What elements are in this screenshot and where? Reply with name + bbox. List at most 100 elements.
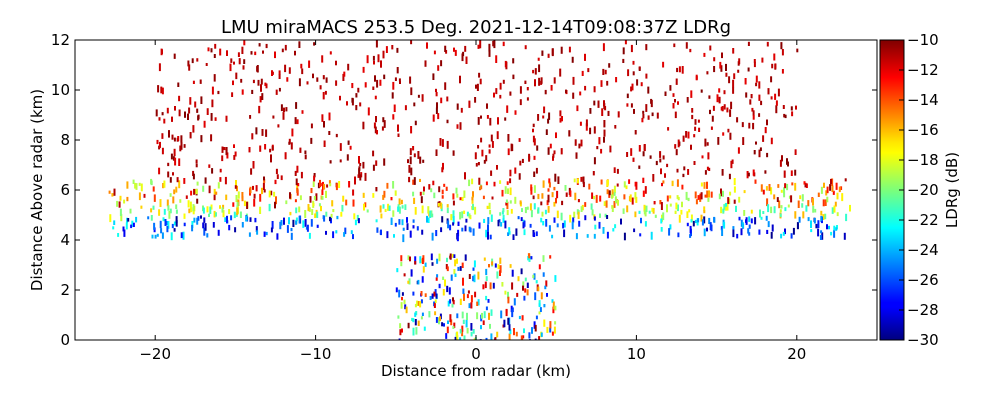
- ldr-pixel: [480, 115, 482, 119]
- ldr-pixel: [518, 138, 521, 142]
- ldr-pixel: [659, 158, 662, 163]
- ldr-pixel: [488, 144, 491, 148]
- ldr-pixel: [738, 216, 741, 221]
- ldr-pixel: [179, 145, 182, 152]
- ldr-pixel: [606, 215, 609, 219]
- ldr-pixel: [440, 97, 443, 104]
- ldr-pixel: [322, 92, 325, 100]
- ldr-pixel: [780, 189, 783, 193]
- ldr-pixel: [556, 223, 559, 228]
- ldr-pixel: [766, 198, 769, 207]
- ldr-pixel: [276, 233, 279, 240]
- ldr-pixel: [497, 117, 499, 125]
- ldr-pixel: [176, 177, 179, 183]
- ldr-pixel: [632, 157, 635, 162]
- ldr-pixel: [666, 195, 669, 202]
- ldr-pixel: [682, 135, 685, 142]
- ldr-pixel: [833, 205, 836, 213]
- ldr-pixel: [677, 204, 679, 212]
- ldr-pixel: [767, 88, 770, 95]
- ldr-pixel: [642, 177, 645, 183]
- ldr-pixel: [406, 223, 409, 230]
- ldr-pixel: [502, 208, 505, 213]
- ldr-pixel: [728, 76, 731, 84]
- ldr-pixel: [703, 52, 706, 57]
- ldr-pixel: [363, 203, 365, 211]
- ldr-pixel: [446, 207, 449, 214]
- ldr-pixel: [420, 316, 423, 320]
- ldr-pixel: [490, 134, 493, 142]
- ldr-pixel: [797, 200, 800, 208]
- ldr-pixel: [346, 101, 348, 106]
- ldr-pixel: [436, 258, 439, 264]
- ldr-pixel: [130, 224, 133, 229]
- ldr-pixel: [452, 216, 455, 224]
- ldr-pixel: [401, 328, 403, 333]
- ldr-pixel: [553, 150, 556, 155]
- ldr-pixel: [581, 70, 584, 76]
- ldr-pixel: [270, 227, 273, 233]
- ldr-pixel: [183, 178, 186, 184]
- ldr-pixel: [459, 266, 462, 271]
- ldr-pixel: [635, 181, 638, 190]
- ldr-pixel: [609, 145, 612, 153]
- ldr-pixel: [676, 195, 679, 199]
- ldr-pixel: [398, 206, 401, 214]
- ldr-pixel: [263, 176, 265, 181]
- ldr-pixel: [565, 89, 567, 94]
- ldr-pixel: [177, 82, 180, 87]
- ldr-pixel: [502, 41, 505, 47]
- ldr-pixel: [508, 227, 511, 233]
- ldr-pixel: [683, 166, 686, 171]
- ldr-pixel: [372, 193, 375, 198]
- ldr-pixel: [405, 306, 408, 314]
- ldr-pixel: [375, 219, 378, 223]
- ldr-pixel: [526, 289, 529, 296]
- ldr-pixel: [485, 295, 488, 301]
- ldr-pixel: [606, 231, 609, 239]
- ldr-pixel: [532, 128, 534, 133]
- ldr-pixel: [749, 99, 752, 105]
- ldr-pixel: [482, 320, 485, 325]
- ldr-pixel: [485, 229, 488, 238]
- ldr-pixel: [386, 182, 389, 189]
- ldr-pixel: [831, 178, 834, 186]
- ldr-pixel: [630, 148, 633, 156]
- ldr-pixel: [196, 198, 199, 204]
- ldr-pixel: [366, 209, 369, 213]
- ldr-pixel: [560, 212, 563, 221]
- ldr-pixel: [747, 172, 750, 177]
- ldr-pixel: [435, 230, 438, 237]
- ldr-pixel: [482, 195, 485, 200]
- ldr-pixel: [310, 123, 313, 129]
- ldr-pixel: [424, 262, 427, 267]
- ldr-pixel: [540, 292, 543, 300]
- ldr-pixel: [380, 229, 382, 236]
- ldr-pixel: [284, 152, 287, 160]
- ldr-pixel: [132, 222, 135, 227]
- ldr-pixel: [526, 206, 529, 210]
- ldr-pixel: [765, 186, 768, 191]
- ldr-pixel: [150, 208, 153, 213]
- ldr-pixel: [529, 223, 532, 228]
- ldr-pixel: [748, 232, 751, 236]
- ldr-pixel: [398, 78, 401, 82]
- ldr-pixel: [335, 230, 338, 234]
- ldr-pixel: [471, 197, 474, 201]
- ldr-pixel: [375, 116, 377, 123]
- ldr-pixel: [419, 178, 421, 182]
- y-tick-label: 4: [60, 231, 70, 249]
- ldr-pixel: [309, 196, 312, 203]
- ldr-pixel: [841, 193, 844, 202]
- ldr-pixel: [457, 221, 460, 226]
- ldr-pixel: [783, 187, 785, 194]
- ldr-pixel: [633, 228, 636, 233]
- ldr-pixel: [602, 227, 605, 234]
- ldr-pixel: [362, 161, 365, 169]
- ldr-pixel: [600, 179, 603, 185]
- ldr-pixel: [228, 224, 231, 231]
- ldr-pixel: [376, 79, 379, 88]
- ldr-pixel: [383, 158, 386, 166]
- colorbar-tick-label: −30: [907, 331, 939, 349]
- ldr-pixel: [213, 54, 216, 58]
